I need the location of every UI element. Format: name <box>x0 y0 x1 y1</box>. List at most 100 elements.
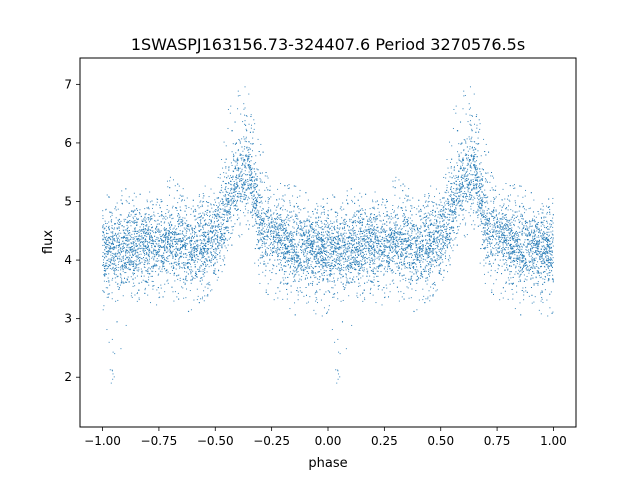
data-point <box>335 242 337 244</box>
data-point <box>248 123 250 125</box>
data-point <box>421 275 423 277</box>
data-point <box>113 253 115 255</box>
data-point <box>265 242 267 244</box>
data-point <box>398 238 400 240</box>
data-point <box>306 241 308 243</box>
data-point <box>372 248 374 250</box>
data-point <box>219 257 221 259</box>
data-point <box>225 237 227 239</box>
data-point <box>447 202 449 204</box>
data-point <box>337 240 339 242</box>
data-point <box>512 185 514 187</box>
data-point <box>110 211 112 213</box>
data-point <box>364 263 366 265</box>
data-point <box>243 160 245 162</box>
data-point <box>479 171 481 173</box>
data-point <box>127 262 129 264</box>
data-point <box>362 240 364 242</box>
data-point <box>247 183 249 185</box>
data-point <box>267 202 269 204</box>
data-point <box>290 257 292 259</box>
data-point <box>373 253 375 255</box>
data-point <box>487 236 489 238</box>
data-point <box>121 259 123 261</box>
data-point <box>255 174 257 176</box>
data-point <box>104 270 106 272</box>
data-point <box>365 250 367 252</box>
data-point <box>318 226 320 228</box>
data-point <box>272 238 274 240</box>
data-point <box>324 237 326 239</box>
data-point <box>180 218 182 220</box>
data-point <box>321 266 323 268</box>
data-point <box>428 231 430 233</box>
data-point <box>342 276 344 278</box>
data-point <box>277 226 279 228</box>
data-point <box>323 247 325 249</box>
data-point <box>190 233 192 235</box>
data-point <box>286 253 288 255</box>
data-point <box>525 234 526 236</box>
data-point <box>161 254 163 256</box>
data-point <box>296 229 298 231</box>
data-point <box>292 195 294 197</box>
data-point <box>430 185 432 187</box>
data-point <box>480 208 482 210</box>
data-point <box>440 225 442 227</box>
data-point <box>439 221 441 223</box>
data-point <box>429 213 431 215</box>
data-point <box>335 251 337 253</box>
data-point <box>308 246 309 248</box>
data-point <box>136 249 138 251</box>
data-point <box>150 235 152 237</box>
data-point <box>493 200 495 202</box>
data-point <box>522 266 524 268</box>
data-point <box>211 289 213 291</box>
data-point <box>138 257 139 259</box>
data-point <box>413 310 415 312</box>
data-point <box>289 240 291 242</box>
data-point <box>548 251 550 253</box>
data-point <box>373 284 375 286</box>
data-point <box>393 241 395 243</box>
data-point <box>463 90 465 92</box>
data-point <box>233 205 235 207</box>
data-point <box>438 235 440 237</box>
data-point <box>208 202 210 204</box>
data-point <box>329 236 331 238</box>
data-point <box>337 241 339 243</box>
data-point <box>286 217 288 219</box>
data-point <box>484 223 486 225</box>
data-point <box>552 197 554 199</box>
data-point <box>461 142 463 144</box>
data-point <box>263 235 265 237</box>
data-point <box>334 260 336 262</box>
data-point <box>485 232 487 234</box>
data-point <box>547 239 549 241</box>
data-point <box>312 284 313 286</box>
data-point <box>300 268 302 270</box>
data-point <box>200 221 202 223</box>
data-point <box>221 247 223 249</box>
data-point <box>467 163 469 165</box>
data-point <box>474 183 476 185</box>
data-point <box>202 228 204 230</box>
data-point <box>342 239 344 241</box>
data-point <box>453 108 455 110</box>
data-point <box>395 272 397 274</box>
data-point <box>119 214 121 216</box>
data-point <box>228 183 230 185</box>
data-point <box>269 233 271 235</box>
data-point <box>201 255 203 257</box>
data-point <box>419 251 421 253</box>
data-point <box>410 283 412 285</box>
data-point <box>493 197 495 199</box>
data-point <box>403 223 405 225</box>
data-point <box>340 281 342 283</box>
data-point <box>437 241 439 243</box>
data-point <box>405 221 407 223</box>
data-point <box>206 233 208 235</box>
data-point <box>293 276 295 278</box>
data-point <box>374 191 376 193</box>
data-point <box>503 229 505 231</box>
